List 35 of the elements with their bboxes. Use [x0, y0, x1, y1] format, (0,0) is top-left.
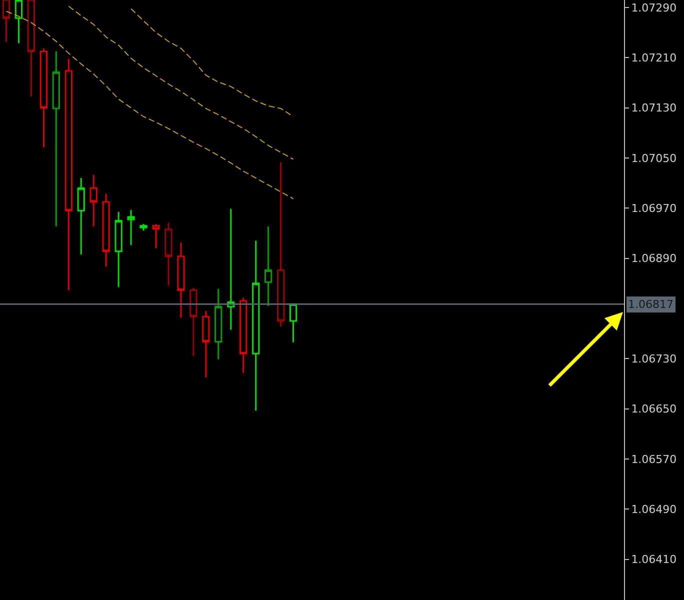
candlestick: [177, 242, 185, 319]
candlestick: [114, 211, 122, 288]
y-tick-label: 1.06410: [631, 553, 677, 566]
y-tick-label: 1.07210: [631, 52, 677, 65]
y-tick-label: 1.07050: [631, 152, 677, 165]
candlestick: [64, 58, 72, 292]
candlestick: [264, 226, 272, 307]
candlestick: [227, 208, 235, 331]
candlestick: [289, 303, 298, 344]
candlestick: [252, 240, 260, 412]
candlestick: [190, 287, 198, 357]
candlestick: [102, 192, 110, 268]
candlestick: [40, 48, 48, 148]
candlestick: [77, 177, 85, 256]
y-tick-label: 1.07130: [631, 102, 677, 115]
y-tick-label: 1.06890: [631, 252, 677, 266]
y-tick-label: 1.06650: [631, 402, 677, 416]
line-series: [6, 10, 294, 200]
ref-line-label: 1.06817: [628, 298, 674, 311]
line-series: [68, 6, 294, 160]
y-tick-label: 1.06490: [631, 502, 677, 516]
candlestick: [140, 223, 148, 232]
candlestick: [152, 223, 160, 250]
candlestick: [276, 162, 285, 328]
y-tick-label: 1.07290: [631, 1, 677, 14]
candlestick: [52, 50, 60, 228]
candlestick: [214, 288, 222, 360]
y-tick-label: 1.06570: [631, 452, 677, 466]
y-tick-label: 1.06730: [631, 352, 677, 366]
candlestick: [202, 310, 210, 378]
y-tick-label: 1.06970: [631, 202, 677, 215]
candlestick: [240, 297, 248, 374]
candlestick: [90, 174, 98, 228]
candlestick: [164, 222, 172, 287]
candlestick: [127, 209, 135, 246]
